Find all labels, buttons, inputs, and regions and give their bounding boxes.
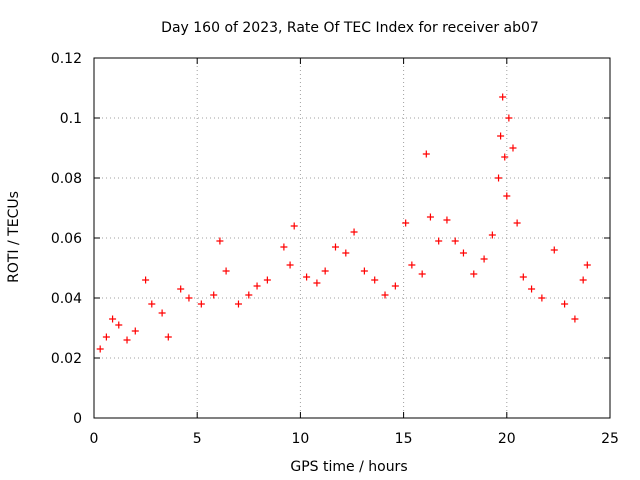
data-point — [480, 255, 488, 263]
plot-frame — [93, 57, 611, 419]
data-point — [528, 285, 536, 293]
data-point — [505, 114, 513, 122]
data-point — [109, 315, 117, 323]
y-tick-label: 0.06 — [51, 231, 82, 247]
y-tick-label: 0.12 — [51, 51, 82, 67]
data-point — [290, 222, 298, 230]
data-point — [234, 300, 242, 308]
data-point — [158, 309, 166, 317]
data-point — [303, 273, 311, 281]
data-point — [263, 276, 271, 284]
data-point — [451, 237, 459, 245]
data-point — [177, 285, 185, 293]
data-point — [538, 294, 546, 302]
data-point — [497, 132, 505, 140]
x-tick-label: 15 — [395, 431, 413, 447]
data-point — [509, 144, 517, 152]
data-point — [422, 150, 430, 158]
x-tick-label: 20 — [498, 431, 516, 447]
y-tick-label: 0.02 — [51, 351, 82, 367]
data-point — [222, 267, 230, 275]
data-point — [123, 336, 131, 344]
data-point — [185, 294, 193, 302]
data-point — [583, 261, 591, 269]
data-point — [408, 261, 416, 269]
data-point — [550, 246, 558, 254]
y-axis-ticks: 0 0.02 0.04 0.06 0.08 0.1 0.12 — [51, 51, 610, 427]
data-point — [443, 216, 451, 224]
data-point — [216, 237, 224, 245]
data-point — [495, 174, 503, 182]
data-point — [579, 276, 587, 284]
data-point — [321, 267, 329, 275]
data-point — [470, 270, 478, 278]
data-point — [102, 333, 110, 341]
x-tick-label: 5 — [193, 431, 202, 447]
data-point — [571, 315, 579, 323]
data-point — [164, 333, 172, 341]
data-point — [115, 321, 123, 329]
data-point — [148, 300, 156, 308]
data-point — [391, 282, 399, 290]
data-point — [96, 345, 104, 353]
data-point — [418, 270, 426, 278]
data-points — [96, 93, 591, 353]
data-point — [197, 300, 205, 308]
data-point — [519, 273, 527, 281]
data-point — [131, 327, 139, 335]
data-point — [503, 192, 511, 200]
grid — [94, 58, 610, 418]
data-point — [488, 231, 496, 239]
data-point — [561, 300, 569, 308]
y-tick-label: 0.1 — [60, 111, 82, 127]
data-point — [142, 276, 150, 284]
data-point — [253, 282, 261, 290]
data-point — [313, 279, 321, 287]
y-tick-label: 0.08 — [51, 171, 82, 187]
x-tick-label: 0 — [90, 431, 99, 447]
data-point — [381, 291, 389, 299]
x-tick-label: 10 — [291, 431, 309, 447]
data-point — [342, 249, 350, 257]
data-point — [350, 228, 358, 236]
data-point — [286, 261, 294, 269]
data-point — [245, 291, 253, 299]
data-point — [360, 267, 368, 275]
data-point — [459, 249, 467, 257]
data-point — [331, 243, 339, 251]
data-point — [371, 276, 379, 284]
y-tick-label: 0 — [73, 411, 82, 427]
data-point — [513, 219, 521, 227]
x-axis-ticks: 0 5 10 15 20 25 — [90, 58, 619, 447]
data-point — [499, 93, 507, 101]
data-point — [402, 219, 410, 227]
data-point — [280, 243, 288, 251]
data-point — [210, 291, 218, 299]
x-tick-label: 25 — [601, 431, 619, 447]
y-axis-label: ROTI / TECUs — [6, 191, 22, 283]
data-point — [501, 153, 509, 161]
y-tick-label: 0.04 — [51, 291, 82, 307]
data-point — [435, 237, 443, 245]
data-point — [426, 213, 434, 221]
x-axis-label: GPS time / hours — [290, 459, 407, 475]
chart-title: Day 160 of 2023, Rate Of TEC Index for r… — [161, 20, 539, 36]
